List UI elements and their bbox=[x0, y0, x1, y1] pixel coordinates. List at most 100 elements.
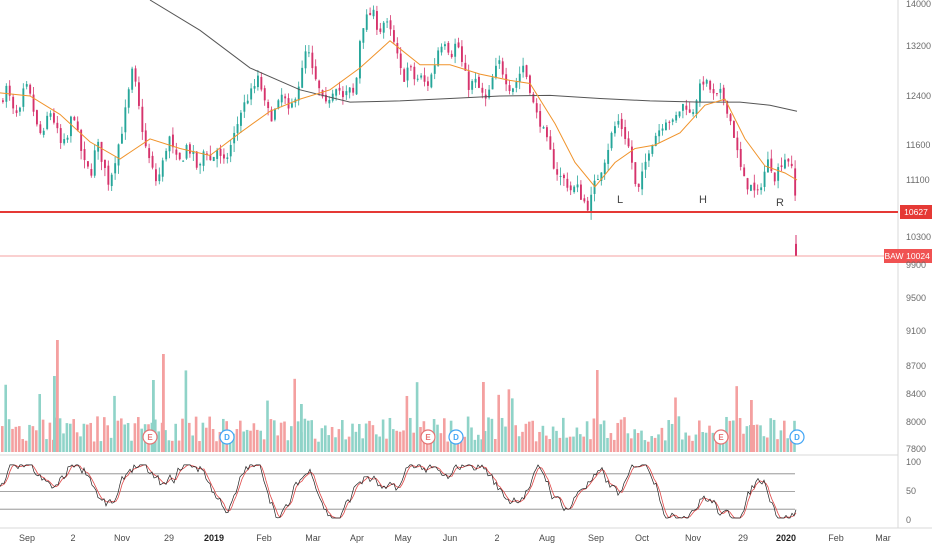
candle bbox=[563, 173, 565, 186]
candle bbox=[284, 93, 287, 105]
candle bbox=[233, 126, 236, 153]
volume-bar bbox=[392, 429, 395, 452]
volume-bar bbox=[96, 416, 99, 452]
volume-bar bbox=[504, 426, 507, 452]
candle bbox=[5, 83, 8, 108]
dividend-event-marker[interactable]: D bbox=[448, 429, 464, 445]
support-price-label: 10627 bbox=[904, 207, 928, 217]
pattern-label: R bbox=[776, 197, 784, 209]
volume-bar bbox=[368, 420, 371, 452]
candle bbox=[229, 139, 232, 163]
candle bbox=[165, 148, 168, 162]
candle bbox=[192, 145, 195, 162]
volume-bar bbox=[636, 433, 640, 452]
volume-bar bbox=[381, 419, 385, 452]
volume-bar bbox=[184, 370, 188, 452]
volume-bar bbox=[320, 428, 324, 452]
candle bbox=[440, 43, 443, 56]
volume-bar bbox=[405, 395, 409, 452]
volume-bar bbox=[667, 420, 670, 452]
volume-bar bbox=[776, 439, 779, 452]
candle bbox=[464, 54, 467, 72]
volume-bar bbox=[86, 424, 89, 452]
candle bbox=[178, 152, 181, 161]
volume-bar bbox=[106, 425, 109, 452]
volume-bar bbox=[436, 424, 439, 452]
earnings-event-marker[interactable]: E bbox=[420, 429, 436, 445]
oscillator-tick-label: 0 bbox=[906, 515, 911, 525]
volume-bar bbox=[752, 424, 755, 452]
volume-bar bbox=[378, 436, 381, 452]
candle bbox=[114, 156, 117, 180]
volume-bar bbox=[75, 432, 79, 452]
volume-bar bbox=[555, 430, 558, 452]
candle bbox=[206, 151, 208, 161]
dividend-event-marker[interactable]: D bbox=[219, 429, 235, 445]
candlesticks bbox=[2, 5, 797, 256]
candle bbox=[338, 81, 341, 95]
candle bbox=[685, 99, 688, 116]
volume-bar bbox=[500, 417, 504, 452]
candle bbox=[736, 131, 739, 158]
event-label: D bbox=[453, 433, 459, 442]
candle bbox=[32, 86, 35, 117]
volume-bar bbox=[769, 418, 772, 452]
candle bbox=[212, 156, 215, 162]
event-label: D bbox=[794, 433, 800, 442]
earnings-event-marker[interactable]: E bbox=[713, 429, 729, 445]
volume-bar bbox=[296, 421, 300, 452]
volume-bar bbox=[344, 439, 347, 452]
volume-bar bbox=[286, 440, 290, 452]
volume-bar bbox=[684, 432, 687, 452]
candle bbox=[413, 62, 416, 86]
time-tick-label: Sep bbox=[19, 533, 35, 543]
candle bbox=[597, 174, 599, 181]
candle bbox=[427, 76, 429, 92]
candle bbox=[498, 55, 501, 69]
candle bbox=[107, 160, 110, 191]
volume-bar bbox=[647, 441, 650, 452]
candle bbox=[546, 124, 548, 142]
volume-bar bbox=[613, 439, 616, 452]
volume-bar bbox=[279, 422, 283, 452]
candle bbox=[542, 125, 545, 129]
candle bbox=[620, 113, 623, 137]
candle bbox=[36, 109, 38, 127]
volume-bar bbox=[4, 384, 7, 452]
candle bbox=[423, 67, 426, 87]
event-label: E bbox=[718, 433, 724, 442]
candle bbox=[756, 184, 759, 195]
volume-bar bbox=[419, 427, 422, 452]
candle bbox=[518, 66, 521, 90]
volume-bars bbox=[1, 340, 796, 452]
volume-bar bbox=[633, 429, 636, 452]
candle bbox=[705, 78, 708, 87]
time-tick-label: 2 bbox=[494, 533, 499, 543]
volume-bar bbox=[616, 422, 619, 452]
volume-bar bbox=[239, 420, 242, 452]
earnings-event-marker[interactable]: E bbox=[142, 429, 158, 445]
candle bbox=[648, 150, 650, 167]
volume-bar bbox=[140, 428, 143, 452]
time-tick-label: Nov bbox=[114, 533, 131, 543]
volume-bar bbox=[188, 422, 191, 452]
candle bbox=[127, 87, 130, 114]
time-tick-label: May bbox=[394, 533, 412, 543]
candle bbox=[733, 120, 735, 139]
dividend-event-marker[interactable]: D bbox=[789, 429, 805, 445]
time-tick-label: 29 bbox=[738, 533, 748, 543]
volume-bar bbox=[109, 437, 113, 452]
volume-spike bbox=[152, 380, 155, 452]
candle bbox=[172, 127, 174, 154]
candle bbox=[42, 127, 45, 138]
price-levels: 10627 BAW 10024 bbox=[0, 205, 932, 263]
candle bbox=[675, 111, 678, 123]
candle bbox=[12, 93, 15, 115]
time-tick-label: 2 bbox=[70, 533, 75, 543]
volume-bar bbox=[497, 394, 500, 452]
candle bbox=[454, 38, 457, 64]
volume-bar bbox=[48, 422, 52, 452]
candle bbox=[447, 41, 450, 56]
price-tick-label: 9500 bbox=[906, 293, 926, 303]
